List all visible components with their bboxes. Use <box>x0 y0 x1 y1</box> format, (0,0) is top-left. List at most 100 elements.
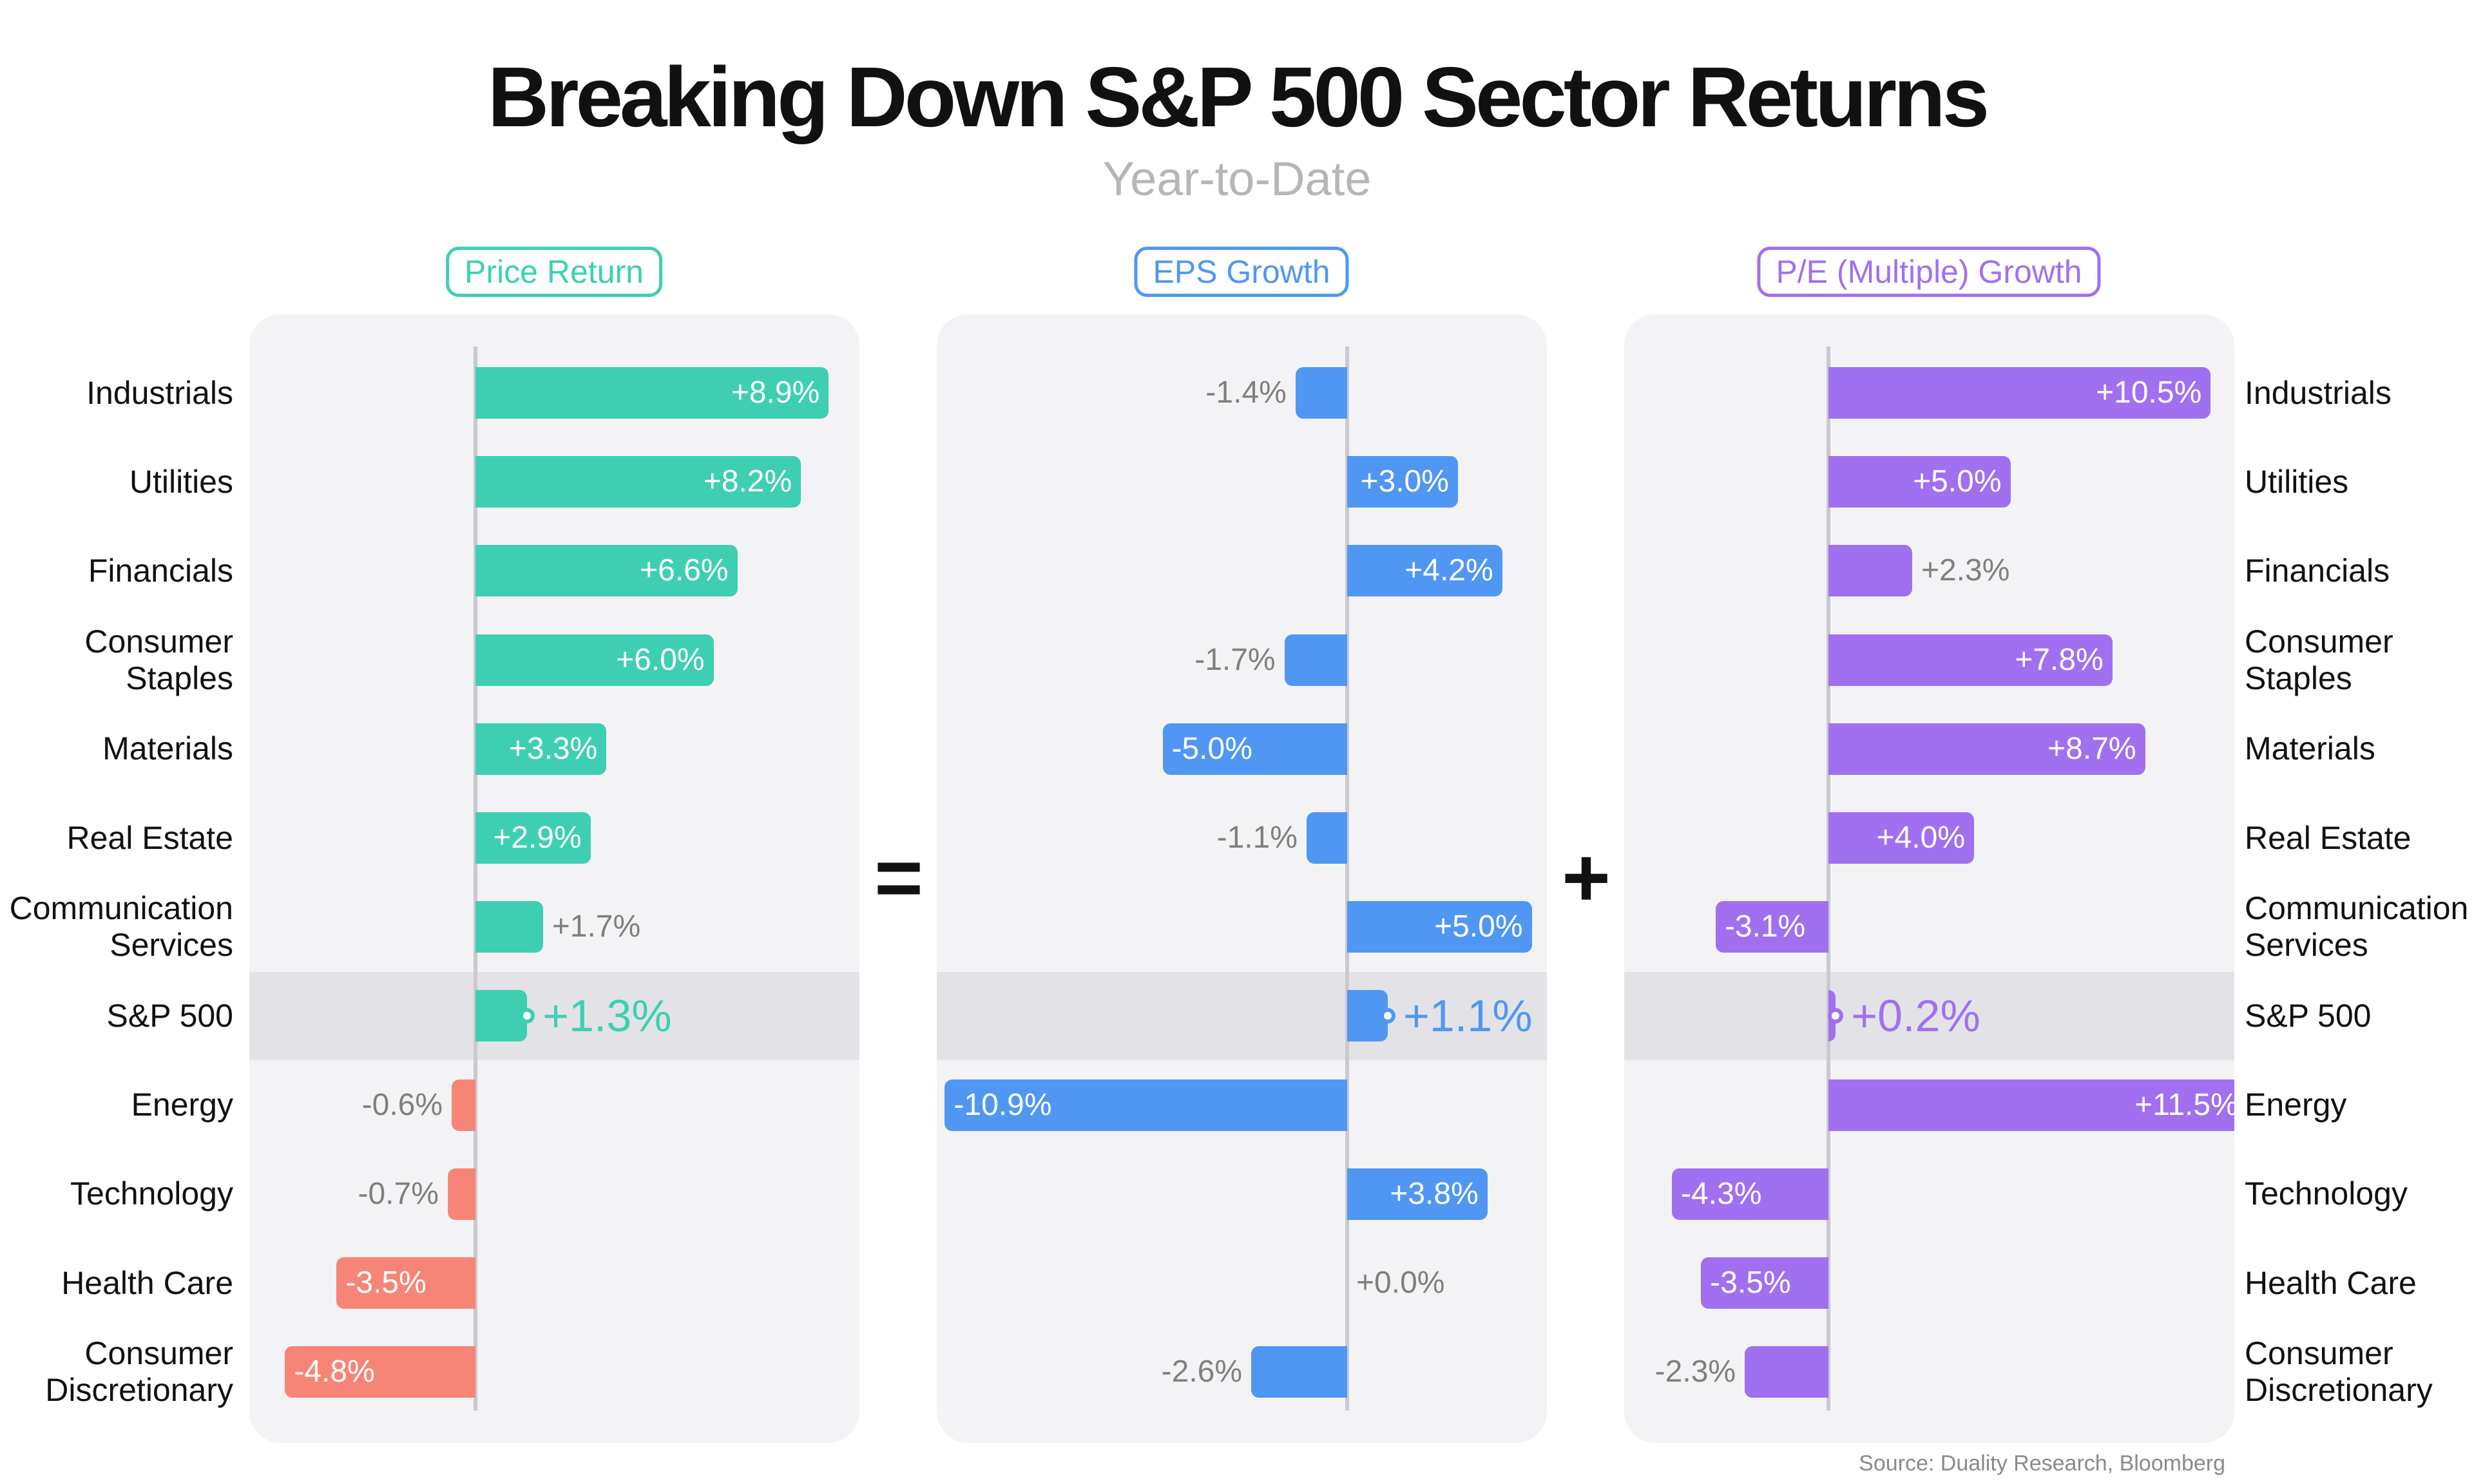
value-label-sp-500: +1.1% <box>1403 991 1533 1042</box>
category-label-right-sp-500: S&P 500 <box>2245 997 2372 1034</box>
value-label-utilities: +3.0% <box>1360 464 1449 499</box>
price-return-panel: +8.9% +8.2% +6.6% +6.0% +3.3% +2.9% +1.7% +1.3%… <box>249 314 859 1443</box>
value-label-health-care: -3.5% <box>1710 1266 1791 1300</box>
value-label-sp-500: +1.3% <box>542 991 672 1042</box>
category-label-left-consumer-discretionary: Consumer Discretionary <box>45 1335 233 1409</box>
value-label-technology: -0.7% <box>358 1176 439 1211</box>
value-label-consumer-staples: -1.7% <box>1194 642 1276 677</box>
value-label-technology: -4.3% <box>1681 1176 1762 1211</box>
bar-materials <box>475 723 607 775</box>
equals-operator: = <box>874 830 923 924</box>
value-label-sp-500: +0.2% <box>1851 991 1980 1042</box>
bar-communication-services <box>475 901 543 953</box>
category-label-left-health-care: Health Care <box>61 1264 233 1301</box>
value-label-consumer-staples: +6.0% <box>616 642 705 677</box>
value-label-financials: +6.6% <box>640 553 729 588</box>
category-label-left-sp-500: S&P 500 <box>106 997 233 1034</box>
bar-consumer-staples <box>1284 634 1347 686</box>
plus-operator: + <box>1562 830 1611 924</box>
bar-utilities <box>1347 456 1458 508</box>
bar-consumer-staples <box>475 634 714 686</box>
category-label-left-communication-services: Communication Services <box>9 890 233 964</box>
chart-subtitle: Year-to-Date <box>1102 152 1372 205</box>
eps-growth-header-pill: EPS Growth <box>1134 247 1349 297</box>
pe-growth-panel: +10.5% +5.0% +2.3% +7.8% +8.7% +4.0% -3.1% +0.2… <box>1624 314 2234 1443</box>
sp500-highlight-band <box>1624 971 2234 1060</box>
bar-energy <box>452 1079 475 1131</box>
value-label-energy: -0.6% <box>361 1087 443 1122</box>
sp500-marker-dot <box>1380 1008 1396 1024</box>
bar-technology <box>1672 1168 1828 1220</box>
category-label-left-energy: Energy <box>131 1087 233 1123</box>
value-label-financials: +4.2% <box>1405 553 1493 588</box>
source-note: Source: Duality Research, Bloomberg <box>1859 1451 2225 1476</box>
bar-consumer-discretionary <box>1251 1346 1347 1398</box>
bar-health-care <box>1701 1257 1828 1309</box>
bar-utilities <box>475 456 801 508</box>
bar-consumer-staples <box>1828 634 2113 686</box>
bar-technology <box>1347 1168 1488 1220</box>
bar-financials <box>475 545 738 597</box>
pe-growth-header-pill: P/E (Multiple) Growth <box>1757 247 2101 297</box>
value-label-communication-services: +1.7% <box>551 909 641 944</box>
category-label-left-materials: Materials <box>102 730 233 767</box>
bar-industrials <box>1828 367 2211 419</box>
bar-communication-services <box>1347 901 1532 953</box>
bar-health-care <box>336 1257 475 1309</box>
bar-energy <box>945 1079 1347 1131</box>
category-label-right-communication-services: Communication Services <box>2245 890 2469 964</box>
value-label-materials: -5.0% <box>1171 731 1252 766</box>
bar-financials <box>1828 545 1912 597</box>
category-label-right-industrials: Industrials <box>2245 374 2392 411</box>
category-label-left-technology: Technology <box>70 1175 233 1212</box>
value-label-real-estate: +2.9% <box>493 821 582 855</box>
bar-materials <box>1162 723 1347 775</box>
value-label-utilities: +8.2% <box>703 464 792 499</box>
category-label-right-health-care: Health Care <box>2245 1264 2417 1301</box>
chart-title: Breaking Down S&P 500 Sector Returns <box>487 50 1990 144</box>
value-label-communication-services: +5.0% <box>1434 909 1523 944</box>
value-label-industrials: -1.4% <box>1205 376 1287 410</box>
value-label-consumer-staples: +7.8% <box>2015 642 2104 677</box>
value-label-real-estate: -1.1% <box>1216 821 1298 855</box>
category-label-left-consumer-staples: Consumer Staples <box>84 623 233 696</box>
category-label-right-real-estate: Real Estate <box>2245 819 2412 856</box>
bar-energy <box>1828 1079 2234 1131</box>
value-label-utilities: +5.0% <box>1913 464 2002 499</box>
value-label-consumer-discretionary: -2.6% <box>1161 1355 1243 1389</box>
zero-axis-line <box>1827 347 1830 1411</box>
bar-consumer-discretionary <box>285 1346 475 1398</box>
sp500-highlight-band <box>249 971 859 1060</box>
bar-technology <box>447 1168 475 1220</box>
bar-real-estate <box>1306 812 1347 864</box>
bar-sp-500 <box>475 990 528 1042</box>
category-label-right-energy: Energy <box>2245 1087 2347 1123</box>
value-label-health-care: +0.0% <box>1356 1266 1445 1300</box>
price-return-header-pill: Price Return <box>446 247 662 297</box>
bar-real-estate <box>1828 812 1974 864</box>
bar-real-estate <box>475 812 591 864</box>
bar-financials <box>1347 545 1502 597</box>
bar-communication-services <box>1715 901 1828 953</box>
value-label-communication-services: -3.1% <box>1724 909 1806 944</box>
value-label-materials: +3.3% <box>508 731 598 766</box>
sp500-marker-dot <box>519 1008 535 1024</box>
category-label-left-industrials: Industrials <box>86 374 233 411</box>
value-label-energy: -10.9% <box>954 1087 1052 1122</box>
category-label-left-financials: Financials <box>88 552 233 589</box>
value-label-financials: +2.3% <box>1921 553 2010 588</box>
category-label-right-technology: Technology <box>2245 1175 2408 1212</box>
value-label-industrials: +10.5% <box>2096 376 2202 410</box>
bar-utilities <box>1828 456 2011 508</box>
sp500-highlight-band <box>937 971 1547 1060</box>
category-label-right-materials: Materials <box>2245 730 2375 767</box>
zero-axis-line <box>1345 347 1349 1411</box>
category-label-left-real-estate: Real Estate <box>66 819 233 856</box>
zero-axis-line <box>474 347 477 1411</box>
value-label-technology: +3.8% <box>1390 1176 1479 1211</box>
value-label-energy: +11.5% <box>2134 1087 2234 1122</box>
eps-growth-panel: -1.4% +3.0% +4.2% -1.7% -5.0% -1.1% +5.0% +1.1%… <box>937 314 1547 1443</box>
value-label-materials: +8.7% <box>2047 731 2136 766</box>
bar-materials <box>1828 723 2145 775</box>
sp500-marker-dot <box>1828 1008 1844 1024</box>
